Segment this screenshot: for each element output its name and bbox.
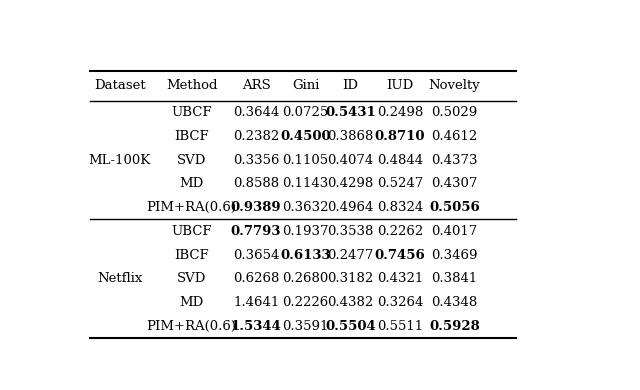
Text: 0.8588: 0.8588 <box>233 177 279 190</box>
Text: 0.4612: 0.4612 <box>431 130 477 143</box>
Text: PIM+RA(0.6): PIM+RA(0.6) <box>147 320 237 333</box>
Text: SVD: SVD <box>177 154 206 167</box>
Text: ML-100K: ML-100K <box>88 154 151 167</box>
Text: Novelty: Novelty <box>429 79 481 92</box>
Text: 0.3182: 0.3182 <box>327 272 374 285</box>
Text: 0.3469: 0.3469 <box>431 248 477 262</box>
Text: 0.2680: 0.2680 <box>282 272 329 285</box>
Text: 0.5431: 0.5431 <box>325 106 376 119</box>
Text: 0.6133: 0.6133 <box>280 248 331 262</box>
Text: 0.4964: 0.4964 <box>327 201 374 214</box>
Text: 0.3868: 0.3868 <box>327 130 374 143</box>
Text: 0.2262: 0.2262 <box>377 225 423 238</box>
Text: Gini: Gini <box>292 79 319 92</box>
Text: 0.3264: 0.3264 <box>377 296 423 309</box>
Text: 0.5029: 0.5029 <box>431 106 477 119</box>
Text: 0.4307: 0.4307 <box>431 177 477 190</box>
Text: Method: Method <box>166 79 218 92</box>
Text: 0.5056: 0.5056 <box>429 201 480 214</box>
Text: 0.4348: 0.4348 <box>431 296 477 309</box>
Text: Netflix: Netflix <box>97 272 142 285</box>
Text: 0.7793: 0.7793 <box>231 225 282 238</box>
Text: 0.3644: 0.3644 <box>233 106 279 119</box>
Text: 0.4373: 0.4373 <box>431 154 477 167</box>
Text: 0.3591: 0.3591 <box>282 320 329 333</box>
Text: MD: MD <box>179 177 204 190</box>
Text: 0.1937: 0.1937 <box>282 225 329 238</box>
Text: 0.6268: 0.6268 <box>233 272 279 285</box>
Text: 1.4641: 1.4641 <box>233 296 279 309</box>
Text: 0.4074: 0.4074 <box>327 154 374 167</box>
Text: 0.1105: 0.1105 <box>283 154 329 167</box>
Text: PIM+RA(0.6): PIM+RA(0.6) <box>147 201 237 214</box>
Text: 1.5344: 1.5344 <box>230 320 282 333</box>
Text: 0.5504: 0.5504 <box>325 320 376 333</box>
Text: 0.2477: 0.2477 <box>327 248 374 262</box>
Text: ID: ID <box>342 79 358 92</box>
Text: 0.3356: 0.3356 <box>233 154 279 167</box>
Text: 0.3841: 0.3841 <box>431 272 477 285</box>
Text: 0.2498: 0.2498 <box>377 106 423 119</box>
Text: UBCF: UBCF <box>172 106 212 119</box>
Text: 0.4017: 0.4017 <box>431 225 477 238</box>
Text: 0.5247: 0.5247 <box>377 177 423 190</box>
Text: 0.3538: 0.3538 <box>327 225 374 238</box>
Text: 0.2382: 0.2382 <box>233 130 279 143</box>
Text: 0.9389: 0.9389 <box>231 201 282 214</box>
Text: 0.4382: 0.4382 <box>327 296 374 309</box>
Text: 0.5511: 0.5511 <box>377 320 423 333</box>
Text: UBCF: UBCF <box>172 225 212 238</box>
Text: 0.3632: 0.3632 <box>282 201 329 214</box>
Text: ARS: ARS <box>242 79 271 92</box>
Text: IBCF: IBCF <box>174 130 209 143</box>
Text: 0.8710: 0.8710 <box>374 130 425 143</box>
Text: 0.4500: 0.4500 <box>280 130 331 143</box>
Text: 0.1143: 0.1143 <box>282 177 329 190</box>
Text: IUD: IUD <box>387 79 413 92</box>
Text: 0.3654: 0.3654 <box>233 248 279 262</box>
Text: 0.4298: 0.4298 <box>327 177 374 190</box>
Text: 0.4844: 0.4844 <box>377 154 423 167</box>
Text: 0.7456: 0.7456 <box>374 248 426 262</box>
Text: IBCF: IBCF <box>174 248 209 262</box>
Text: SVD: SVD <box>177 272 206 285</box>
Text: MD: MD <box>179 296 204 309</box>
Text: 0.5928: 0.5928 <box>429 320 480 333</box>
Text: 0.0725: 0.0725 <box>282 106 329 119</box>
Text: 0.4321: 0.4321 <box>377 272 423 285</box>
Text: 0.2226: 0.2226 <box>282 296 329 309</box>
Text: Dataset: Dataset <box>94 79 145 92</box>
Text: 0.8324: 0.8324 <box>377 201 423 214</box>
